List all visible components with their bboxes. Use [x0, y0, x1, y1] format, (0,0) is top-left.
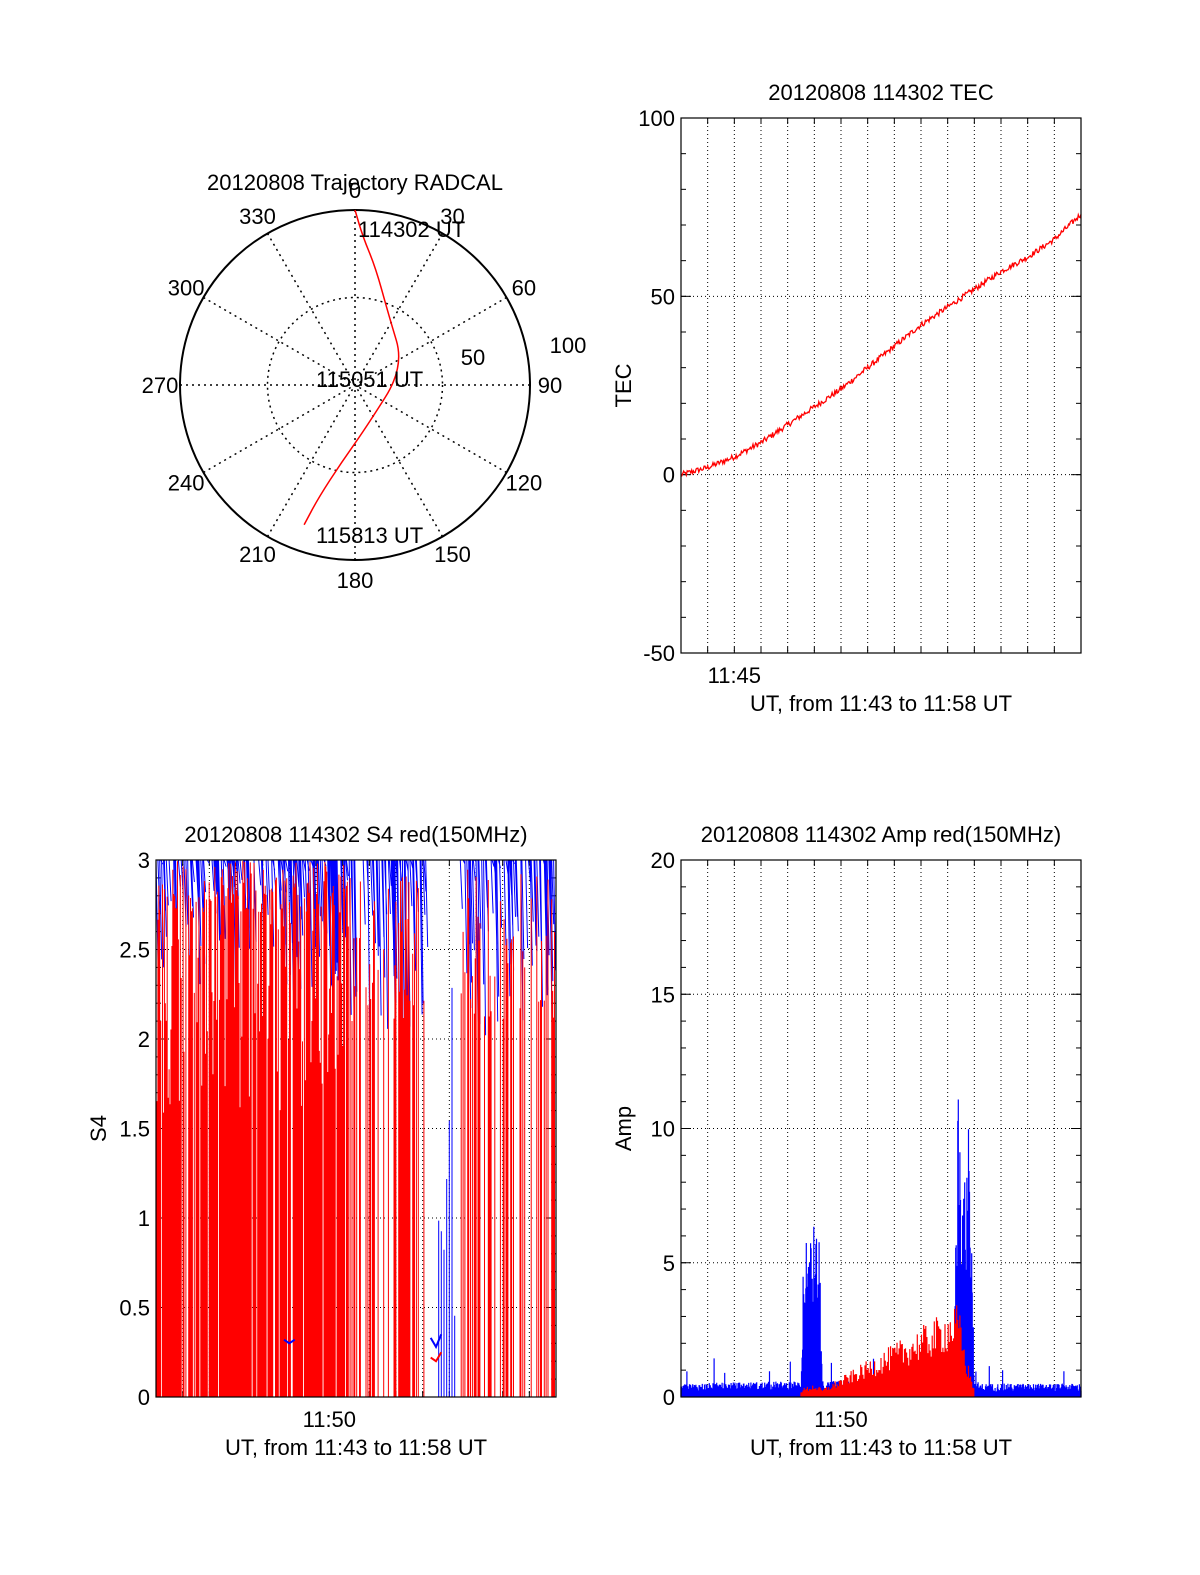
y-tick-label: 0.5	[119, 1296, 150, 1321]
polar-angle-label: 90	[538, 373, 562, 398]
y-tick-label: 10	[651, 1117, 675, 1142]
y-tick-label: 2.5	[119, 938, 150, 963]
panel-title: 20120808 114302 TEC	[768, 80, 994, 105]
chart-panel-1	[680, 117, 1082, 654]
amp-blue-series	[680, 1099, 1082, 1397]
y-tick-label: 0	[138, 1385, 150, 1410]
tec-series-line	[680, 212, 1082, 478]
s4-spikes	[156, 860, 556, 1397]
y-tick-label: 0	[663, 463, 675, 488]
polar-radial-label: 50	[461, 345, 485, 370]
polar-inner-circle	[266, 296, 444, 474]
polar-spoke	[266, 233, 444, 537]
polar-angle-label: 0	[349, 178, 361, 203]
polar-angle-label: 300	[168, 276, 205, 301]
y-axis-label: TEC	[611, 363, 636, 407]
y-tick-label: 50	[651, 284, 675, 309]
polar-radial-label: 100	[550, 333, 587, 358]
polar-angle-label: 240	[168, 471, 205, 496]
s4-red-spikes	[156, 861, 555, 1397]
y-tick-label: 2	[138, 1027, 150, 1052]
polar-angle-label: 180	[337, 568, 374, 593]
x-axis-label: UT, from 11:43 to 11:58 UT	[225, 1435, 487, 1460]
polar-angle-label: 120	[506, 471, 543, 496]
y-axis-label: S4	[86, 1115, 111, 1142]
y-tick-label: 5	[663, 1251, 675, 1276]
trajectory-mid-label: 115051 UT	[316, 367, 423, 392]
y-tick-label: 1.5	[119, 1117, 150, 1142]
polar-angle-label: 330	[239, 204, 276, 229]
plot-frame	[155, 859, 557, 1398]
y-tick-label: 15	[651, 982, 675, 1007]
y-axis-label: Amp	[611, 1106, 636, 1151]
polar-title: 20120808 Trajectory RADCAL	[207, 170, 503, 195]
polar-angle-label: 150	[434, 542, 471, 567]
polar-angle-label: 30	[440, 204, 464, 229]
polar-chart	[179, 209, 531, 561]
x-tick-label: 11:45	[708, 663, 761, 688]
s4-series-2	[430, 1351, 443, 1363]
chart-panel-2	[155, 859, 557, 1398]
plot-frame	[680, 117, 1082, 654]
trajectory-line	[303, 209, 400, 526]
y-tick-label: -50	[643, 641, 675, 666]
panel-title: 20120808 114302 Amp red(150MHz)	[701, 822, 1061, 847]
x-axis-label: UT, from 11:43 to 11:58 UT	[750, 691, 1012, 716]
y-tick-label: 1	[138, 1206, 150, 1231]
chart-panel-3	[680, 859, 1082, 1398]
polar-angle-label: 210	[239, 542, 276, 567]
y-tick-label: 3	[138, 848, 150, 873]
x-tick-label: 11:50	[303, 1407, 356, 1432]
amp-red-series	[800, 1305, 975, 1397]
polar-angle-label: 60	[512, 276, 536, 301]
trajectory-end-label: 115813 UT	[316, 523, 423, 548]
y-tick-label: 100	[638, 106, 675, 131]
trajectory-start-label: 114302 UT	[358, 217, 465, 242]
x-tick-label: 11:50	[814, 1407, 867, 1432]
polar-angle-label: 270	[142, 373, 179, 398]
y-tick-label: 0	[663, 1385, 675, 1410]
s4-series-1	[429, 1333, 443, 1350]
s4-series-0	[283, 1338, 296, 1345]
x-axis-label: UT, from 11:43 to 11:58 UT	[750, 1435, 1012, 1460]
y-tick-label: 20	[651, 848, 675, 873]
plot-frame	[680, 859, 1082, 1398]
panel-title: 20120808 114302 S4 red(150MHz)	[184, 822, 527, 847]
